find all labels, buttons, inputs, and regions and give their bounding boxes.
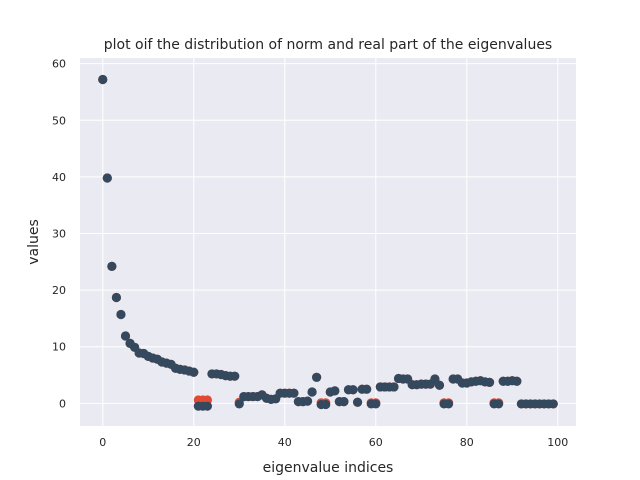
scatter-point (107, 261, 117, 271)
scatter-series-2 (98, 74, 558, 411)
y-tick-label: 50 (52, 114, 66, 127)
scatter-point (111, 292, 122, 303)
scatter-point (289, 388, 299, 398)
scatter-point (348, 385, 358, 395)
x-tick-label: 100 (547, 436, 568, 449)
scatter-point (443, 399, 454, 409)
scatter-point (116, 309, 126, 320)
scatter-point (302, 396, 313, 406)
x-tick-label: 20 (187, 436, 201, 449)
scatter-point (189, 367, 199, 377)
scatter-point (102, 173, 112, 183)
data-points (98, 74, 558, 411)
scatter-point (362, 384, 372, 394)
scatter-point (330, 386, 340, 396)
scatter-point (434, 380, 445, 390)
tick-labels: 0 20 40 60 80 100 0 10 20 30 40 50 60 (52, 58, 568, 449)
chart-title: plot oif the distribution of norm and re… (104, 37, 552, 53)
scatter-point (494, 399, 504, 409)
scatter-point (389, 382, 399, 392)
scatter-point (230, 371, 240, 381)
x-tick-label: 60 (369, 436, 383, 449)
plot-area (80, 58, 576, 426)
y-tick-label: 10 (52, 341, 66, 354)
scatter-point (548, 399, 558, 409)
scatter-point (98, 74, 108, 85)
x-tick-label: 0 (99, 436, 106, 449)
scatter-point (120, 331, 131, 341)
y-tick-label: 0 (59, 397, 66, 410)
scatter-point (352, 397, 363, 407)
y-tick-label: 20 (52, 284, 66, 297)
scatter-point (312, 372, 322, 382)
x-tick-label: 80 (460, 436, 474, 449)
y-tick-label: 30 (52, 228, 66, 241)
scatter-point (512, 376, 522, 386)
scatter-point (371, 399, 381, 409)
scatter-point (484, 377, 495, 388)
scatter-point (202, 401, 213, 411)
y-tick-label: 60 (52, 58, 66, 71)
y-tick-label: 40 (52, 171, 66, 184)
scatter-point (339, 397, 349, 407)
scatter-point (234, 399, 244, 409)
scatter-point (321, 399, 331, 410)
scatter-point (307, 387, 317, 397)
y-axis-label: values (26, 219, 42, 265)
x-tick-label: 40 (278, 436, 292, 449)
grid-lines (80, 58, 576, 426)
x-axis-label: eigenvalue indices (263, 460, 394, 476)
